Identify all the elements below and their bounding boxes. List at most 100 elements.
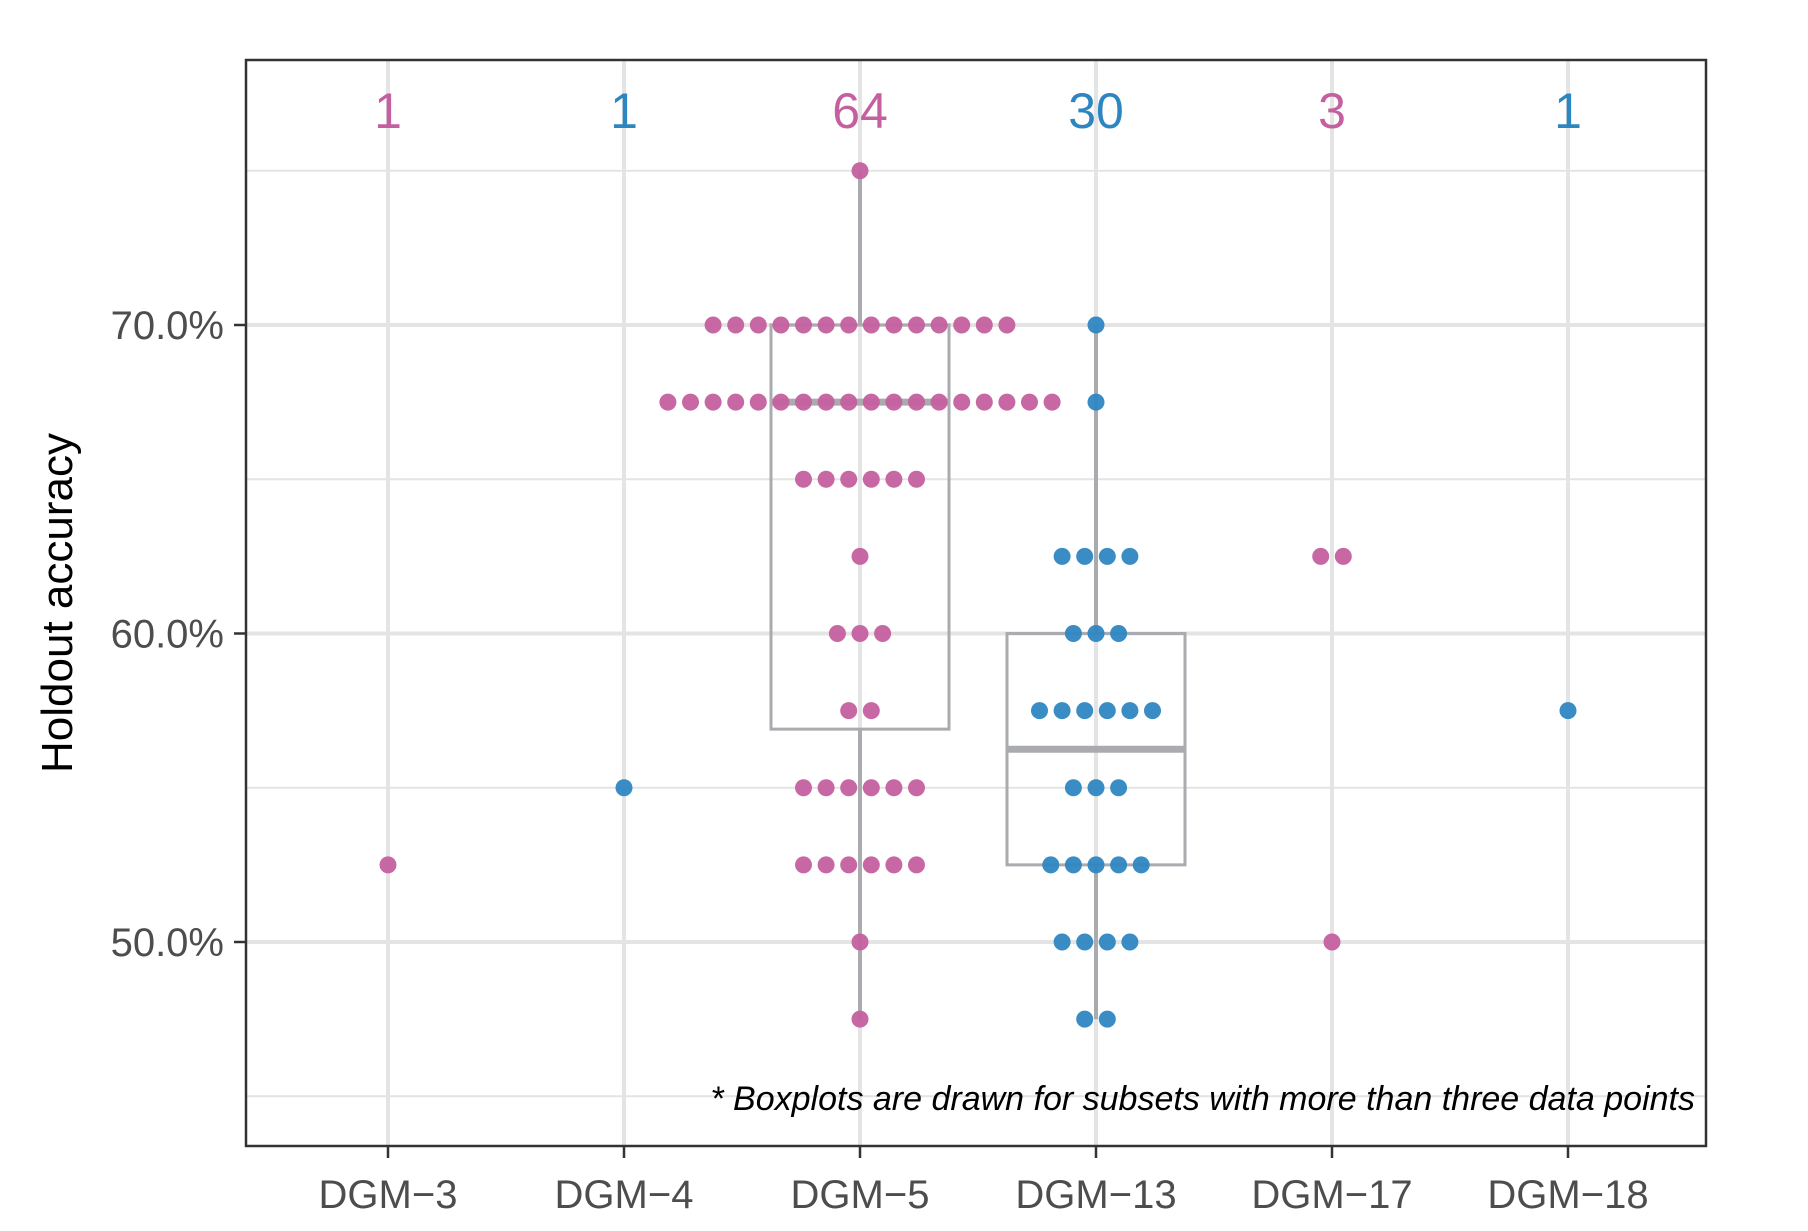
boxplot-footnote: * Boxplots are drawn for subsets with mo… bbox=[710, 1080, 1695, 1118]
data-point bbox=[862, 393, 880, 411]
data-point bbox=[885, 856, 903, 874]
data-point bbox=[908, 470, 925, 488]
y-tick-label: 50.0% bbox=[111, 921, 224, 965]
data-point bbox=[998, 393, 1016, 411]
data-point bbox=[1076, 547, 1094, 565]
data-point bbox=[862, 702, 880, 720]
data-point bbox=[885, 393, 903, 411]
data-point bbox=[1559, 702, 1577, 720]
data-point bbox=[908, 316, 925, 334]
data-point bbox=[727, 393, 745, 411]
data-point bbox=[817, 856, 835, 874]
data-point bbox=[840, 779, 858, 797]
data-point bbox=[908, 856, 925, 874]
data-point bbox=[1098, 1010, 1116, 1028]
data-point bbox=[851, 162, 869, 180]
data-point bbox=[930, 316, 948, 334]
data-point bbox=[851, 625, 869, 642]
data-point bbox=[1144, 702, 1161, 720]
data-point bbox=[795, 779, 812, 797]
data-point bbox=[975, 393, 993, 411]
data-point bbox=[953, 316, 971, 334]
data-point bbox=[1021, 393, 1038, 411]
data-point bbox=[1064, 856, 1082, 874]
data-point bbox=[615, 779, 633, 797]
data-point bbox=[772, 316, 790, 334]
data-point bbox=[1334, 547, 1352, 565]
group-count-label: 64 bbox=[832, 83, 888, 139]
data-point bbox=[953, 393, 971, 411]
data-point bbox=[840, 393, 858, 411]
data-point bbox=[704, 393, 722, 411]
data-point bbox=[817, 393, 835, 411]
data-point bbox=[1110, 625, 1128, 642]
data-point bbox=[1053, 702, 1071, 720]
data-point bbox=[1312, 547, 1330, 565]
data-point bbox=[885, 316, 903, 334]
data-point bbox=[1053, 933, 1071, 951]
data-point bbox=[862, 470, 880, 488]
group-count-label: 1 bbox=[374, 83, 402, 139]
data-point bbox=[795, 470, 812, 488]
boxplots bbox=[769, 170, 1187, 1020]
data-point bbox=[1087, 393, 1105, 411]
data-point bbox=[1087, 316, 1105, 334]
data-point bbox=[1121, 933, 1139, 951]
data-point bbox=[1110, 856, 1128, 874]
x-tick-label: DGM−5 bbox=[791, 1173, 930, 1217]
data-point bbox=[1323, 933, 1341, 951]
data-point bbox=[908, 393, 925, 411]
data-point bbox=[1076, 702, 1094, 720]
data-point bbox=[817, 779, 835, 797]
data-point bbox=[1087, 856, 1105, 874]
x-tick-label: DGM−13 bbox=[1015, 1173, 1176, 1217]
data-point bbox=[998, 316, 1016, 334]
data-point bbox=[975, 316, 993, 334]
data-point bbox=[1132, 856, 1150, 874]
data-point bbox=[828, 625, 846, 642]
data-point bbox=[795, 393, 812, 411]
data-point bbox=[1121, 702, 1139, 720]
data-point bbox=[862, 779, 880, 797]
data-point bbox=[1043, 393, 1061, 411]
data-point bbox=[851, 547, 869, 565]
data-point bbox=[840, 470, 858, 488]
data-point bbox=[1087, 779, 1105, 797]
data-point bbox=[851, 1010, 869, 1028]
data-point bbox=[1110, 779, 1128, 797]
data-point bbox=[659, 393, 677, 411]
y-axis-title: Holdout accuracy bbox=[33, 433, 82, 773]
data-point bbox=[1064, 779, 1082, 797]
data-point bbox=[1064, 625, 1082, 642]
axes: 50.0% 60.0% 70.0% DGM−3 DGM−4 DGM−5 DGM−13 DGM−… bbox=[111, 304, 1649, 1217]
data-point bbox=[1042, 856, 1060, 874]
data-point bbox=[704, 316, 722, 334]
data-point bbox=[772, 393, 790, 411]
grid-lines bbox=[246, 60, 1706, 1146]
data-point bbox=[379, 856, 397, 874]
box-iqr bbox=[769, 323, 951, 731]
data-point bbox=[749, 316, 767, 334]
x-tick-label: DGM−17 bbox=[1251, 1173, 1412, 1217]
data-point bbox=[1098, 547, 1116, 565]
data-point bbox=[1076, 933, 1094, 951]
data-point bbox=[840, 856, 858, 874]
x-tick-label: DGM−3 bbox=[319, 1173, 458, 1217]
data-point bbox=[851, 933, 869, 951]
data-point bbox=[749, 393, 767, 411]
x-tick-label: DGM−18 bbox=[1487, 1173, 1648, 1217]
data-point bbox=[1076, 1010, 1094, 1028]
data-point bbox=[1087, 625, 1105, 642]
data-point bbox=[862, 856, 880, 874]
data-point bbox=[817, 470, 835, 488]
data-points bbox=[379, 162, 1577, 1028]
data-point bbox=[1053, 547, 1071, 565]
data-point bbox=[885, 470, 903, 488]
data-point bbox=[930, 393, 948, 411]
data-point bbox=[795, 316, 812, 334]
data-point bbox=[840, 702, 858, 720]
data-point bbox=[1098, 702, 1116, 720]
plot-panel-border bbox=[244, 58, 1708, 1148]
group-count-label: 1 bbox=[610, 83, 638, 139]
group-count-label: 1 bbox=[1554, 83, 1582, 139]
